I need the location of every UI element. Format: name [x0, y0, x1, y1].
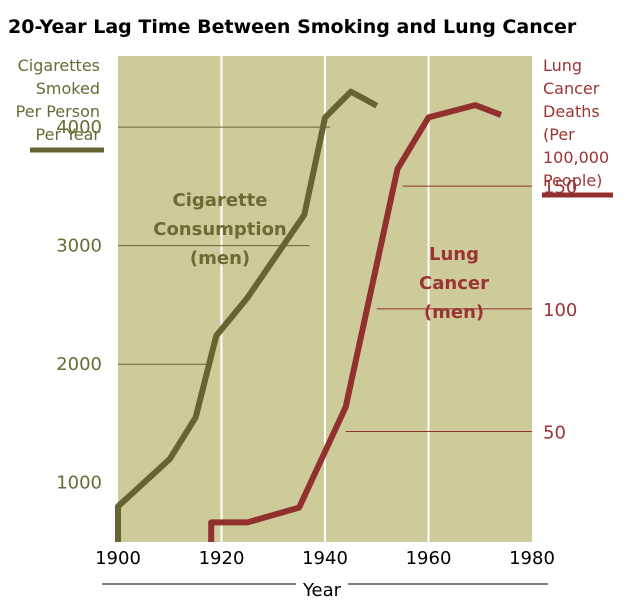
left-tick-label: 4000 — [56, 117, 102, 138]
annotation-lung-line: (men) — [424, 302, 484, 323]
left-tick-label: 1000 — [56, 473, 102, 494]
x-tick-label: 1900 — [95, 548, 141, 569]
left-axis-label: Cigarettes Smoked Per Person Per Year — [16, 56, 101, 144]
right-axis-label-line: (Per — [543, 125, 575, 144]
left-axis-label-line: Per Person — [16, 102, 100, 121]
right-axis-label-line: 100,000 — [543, 148, 609, 167]
left-tick-label: 3000 — [56, 236, 102, 257]
right-axis-label-line: Lung — [543, 56, 582, 75]
left-axis-label-line: Per Year — [36, 125, 101, 144]
right-axis-ticks: 50 100 150 — [543, 177, 577, 443]
right-tick-label: 150 — [543, 177, 577, 198]
x-tick-label: 1980 — [509, 548, 555, 569]
x-tick-label: 1940 — [302, 548, 348, 569]
annotation-lung-line: Lung — [429, 244, 479, 265]
annotation-cigarette-line: Cigarette — [173, 190, 268, 211]
right-axis-label-line: Cancer — [543, 79, 600, 98]
right-axis-label-line: People) — [543, 171, 602, 190]
right-tick-label: 50 — [543, 423, 566, 444]
guide-lines — [118, 126, 532, 433]
right-axis-label: Lung Cancer Deaths (Per 100,000 People) — [543, 56, 609, 190]
left-axis-label-line: Cigarettes — [18, 56, 100, 75]
series-line-cigarette-consumption — [115, 88, 379, 542]
annotation-lung-line: Cancer — [419, 273, 489, 294]
annotation-cigarette-consumption: Cigarette Consumption (men) — [153, 190, 287, 269]
x-axis-ticks: 1900 1920 1940 1960 1980 — [95, 548, 555, 569]
chart-title: 20-Year Lag Time Between Smoking and Lun… — [8, 16, 577, 38]
grid — [220, 56, 430, 542]
right-tick-label: 100 — [543, 300, 577, 321]
left-axis-label-line: Smoked — [36, 79, 100, 98]
series-lines — [115, 88, 503, 542]
annotation-lung-cancer: Lung Cancer (men) — [419, 244, 489, 323]
series-line-lung-cancer — [208, 102, 503, 542]
annotation-cigarette-line: Consumption — [153, 219, 287, 240]
left-tick-label: 2000 — [56, 354, 102, 375]
x-axis-label: Year — [302, 580, 342, 601]
left-axis-ticks: 1000 2000 3000 4000 — [56, 117, 102, 494]
x-tick-label: 1960 — [406, 548, 452, 569]
right-axis-label-line: Deaths — [543, 102, 600, 121]
annotation-cigarette-line: (men) — [190, 248, 250, 269]
x-tick-label: 1920 — [199, 548, 245, 569]
